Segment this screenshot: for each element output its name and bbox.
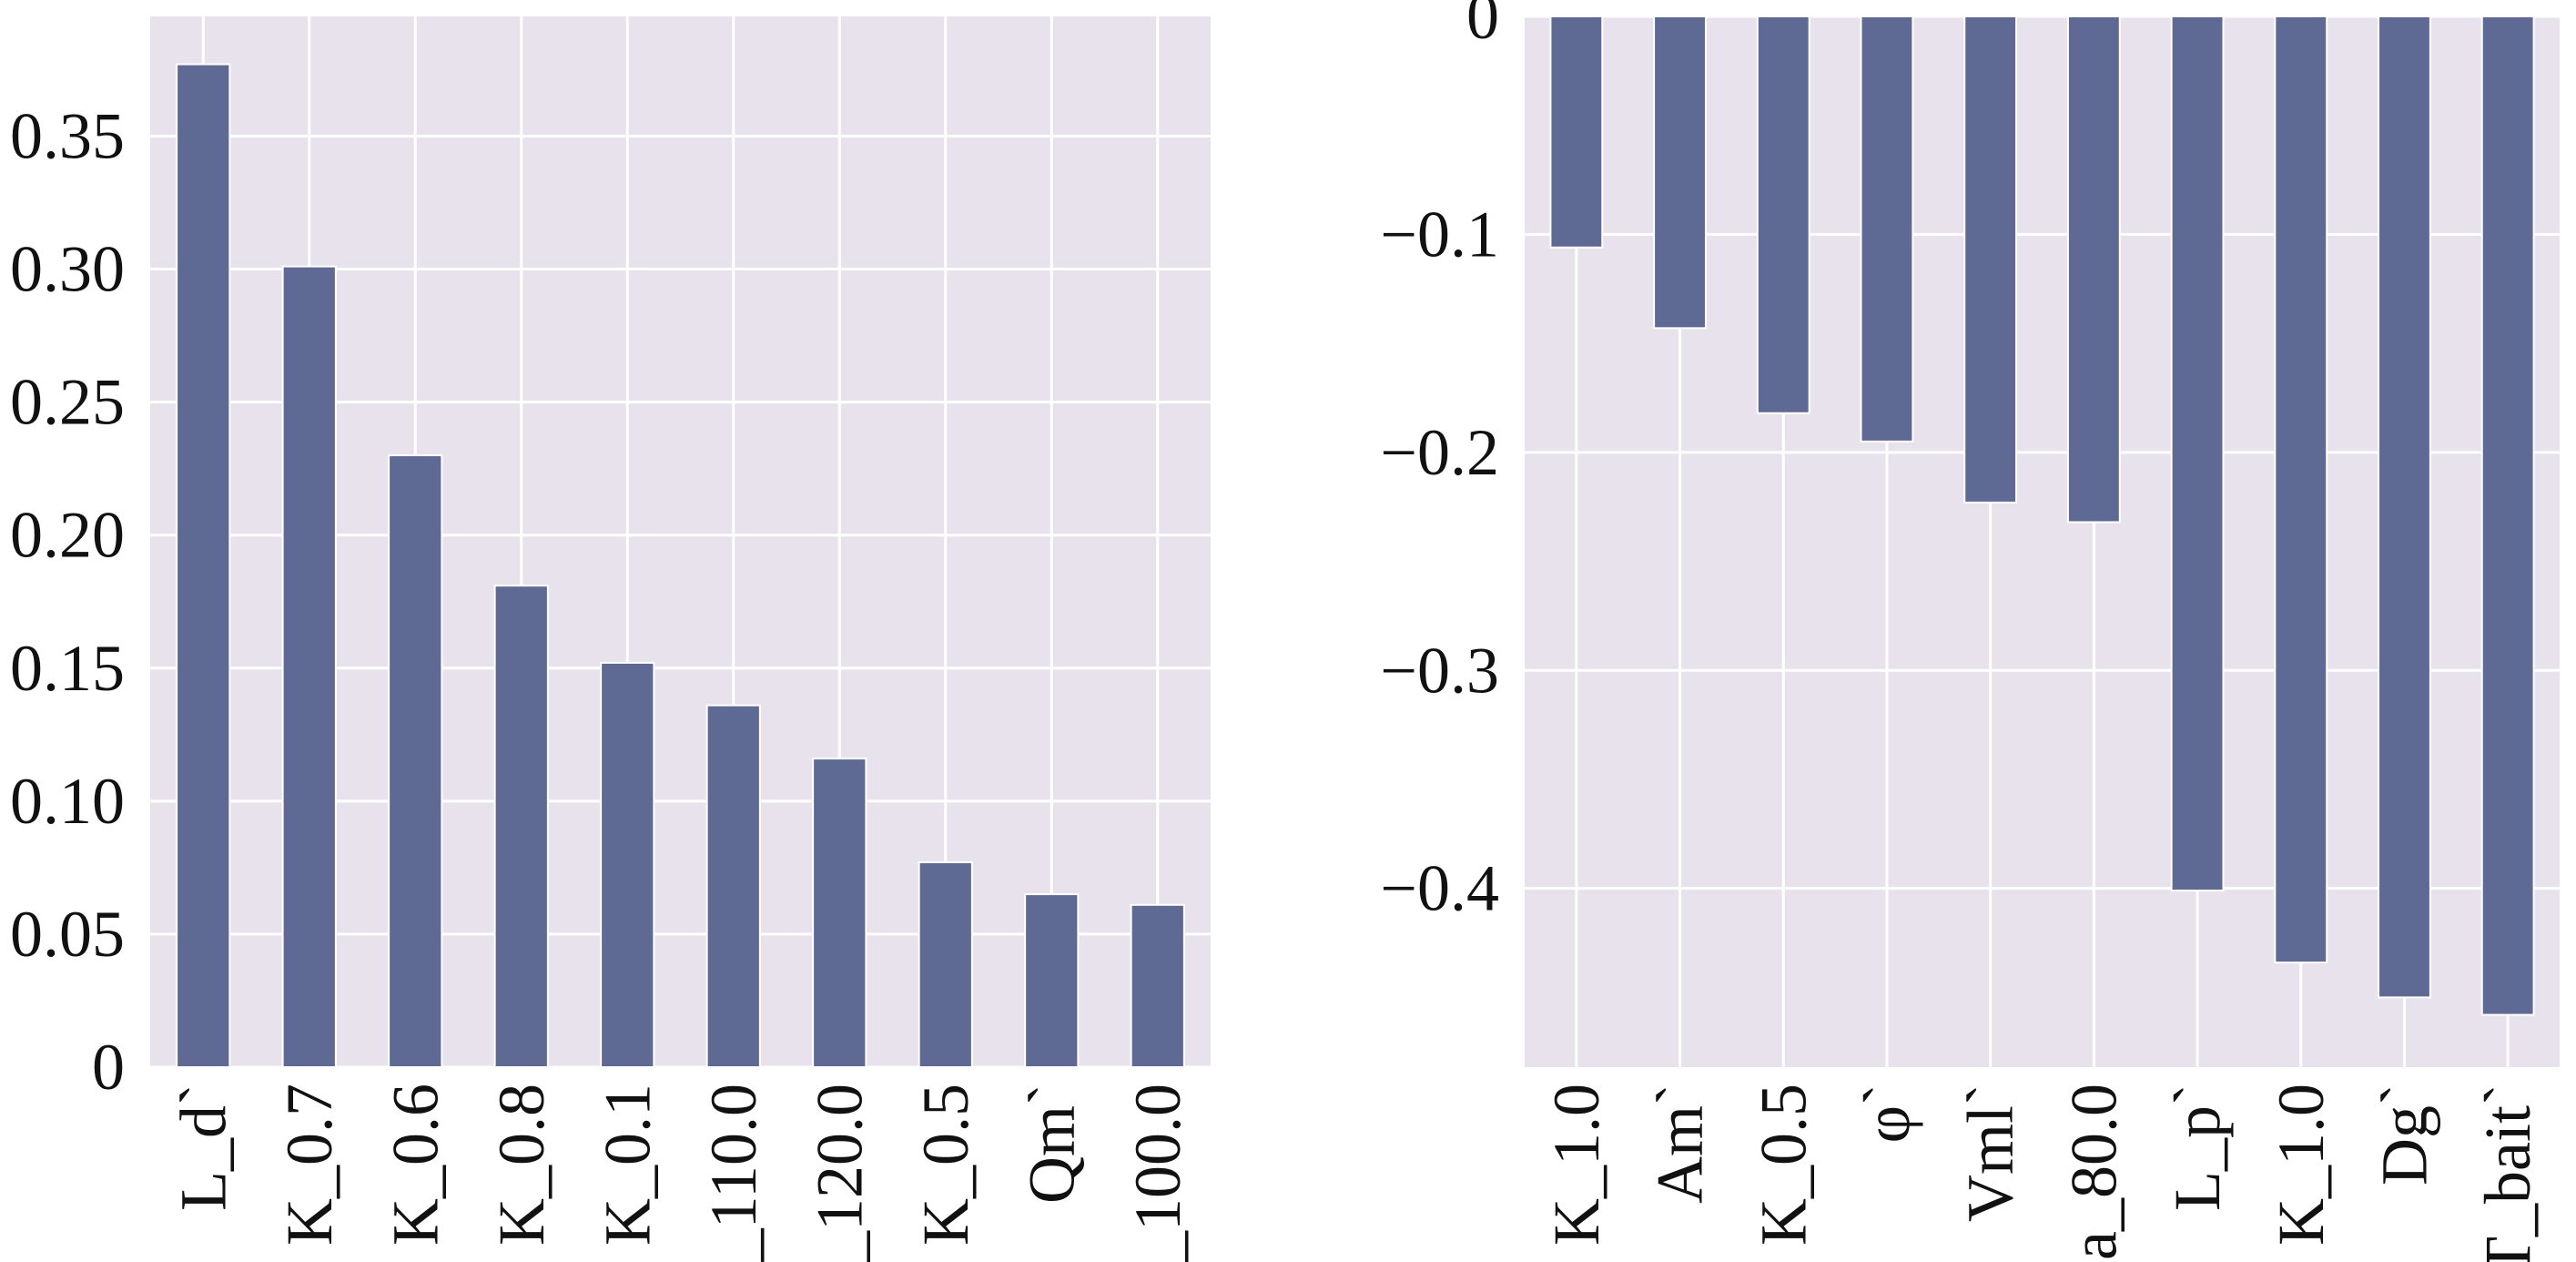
left-x-tick-label: K_0.8: [485, 1084, 558, 1246]
left-bar-10: [1130, 903, 1185, 1069]
right-x-tick-label: T_bait`: [2471, 1084, 2544, 1262]
left-bar-9: [1024, 893, 1080, 1068]
left-x-tick-label: L_d`: [167, 1084, 239, 1211]
right-y-tick-label: 0: [1466, 0, 1499, 53]
left-bar-7: [812, 758, 867, 1069]
right-y-tick-label: −0.1: [1380, 198, 1499, 270]
right-bar-8: [2274, 15, 2328, 964]
left-x-tick-label: K_0.7: [273, 1084, 346, 1246]
right-x-tick-label: a_80.0: [2057, 1084, 2130, 1260]
right-x-tick-label: φ`: [1851, 1084, 1923, 1144]
right-x-tick-label: Dg`: [2368, 1084, 2440, 1186]
right-x-tick-label: L_p`: [2161, 1084, 2234, 1211]
left-bar-3: [388, 454, 443, 1068]
right-y-tick-label: −0.3: [1380, 634, 1499, 707]
left-y-tick-label: 0.15: [10, 632, 125, 705]
right-bar-7: [2170, 15, 2225, 892]
left-x-tick-label: K_0.5: [909, 1084, 982, 1246]
right-x-tick-label: K_1.0: [1540, 1084, 1613, 1246]
left-x-tick-label: K_0.1: [591, 1084, 664, 1246]
right-bar-2: [1653, 15, 1707, 330]
right-x-tick-label: K_0.5: [1747, 1084, 1820, 1246]
left-x-tick-label: a_110.0: [697, 1084, 770, 1262]
left-bar-5: [600, 661, 655, 1069]
right-bar-chart: 0 −0.1 −0.2 −0.3 −0.4 K_1.0 Am` K_0.5 φ` Vml` a_80…: [1380, 0, 2560, 1262]
left-y-tick-label: 0.20: [10, 499, 125, 572]
right-bar-3: [1756, 15, 1810, 414]
left-y-tick-label: 0.35: [10, 99, 125, 172]
right-bar-5: [1963, 15, 2018, 504]
left-bar-4: [493, 585, 549, 1068]
left-bar-chart: 0 0.05 0.10 0.15 0.20 0.25 0.30 0.35 L_d` K_0.7 K_…: [10, 16, 1211, 1262]
left-y-tick-label: 0.25: [10, 366, 125, 439]
left-x-tick-label: Qm`: [1015, 1084, 1088, 1204]
left-x-tick-label: a_100.0: [1121, 1084, 1194, 1262]
right-bar-6: [2066, 15, 2121, 524]
left-y-tick-label: 0.30: [10, 233, 125, 306]
left-y-tick-label: 0.05: [10, 898, 125, 971]
right-bar-10: [2480, 15, 2535, 1016]
right-bar-4: [1860, 15, 1914, 443]
right-x-tick-label: Am`: [1644, 1084, 1717, 1204]
left-x-tick-label: a_120.0: [803, 1084, 876, 1262]
left-bar-1: [176, 63, 231, 1068]
left-bar-8: [918, 861, 973, 1068]
right-bar-1: [1549, 15, 1604, 249]
right-y-tick-label: −0.2: [1380, 416, 1499, 489]
left-y-tick-label: 0.10: [10, 765, 125, 838]
right-bar-9: [2378, 15, 2431, 999]
left-bar-6: [705, 704, 761, 1068]
right-x-tick-label: K_1.0: [2265, 1084, 2338, 1246]
right-y-tick-label: −0.4: [1380, 852, 1499, 925]
right-x-tick-label: Vml`: [1954, 1084, 2027, 1222]
left-x-tick-label: K_0.6: [379, 1084, 451, 1246]
left-bar-2: [281, 265, 337, 1068]
left-y-tick-label: 0: [92, 1031, 125, 1104]
